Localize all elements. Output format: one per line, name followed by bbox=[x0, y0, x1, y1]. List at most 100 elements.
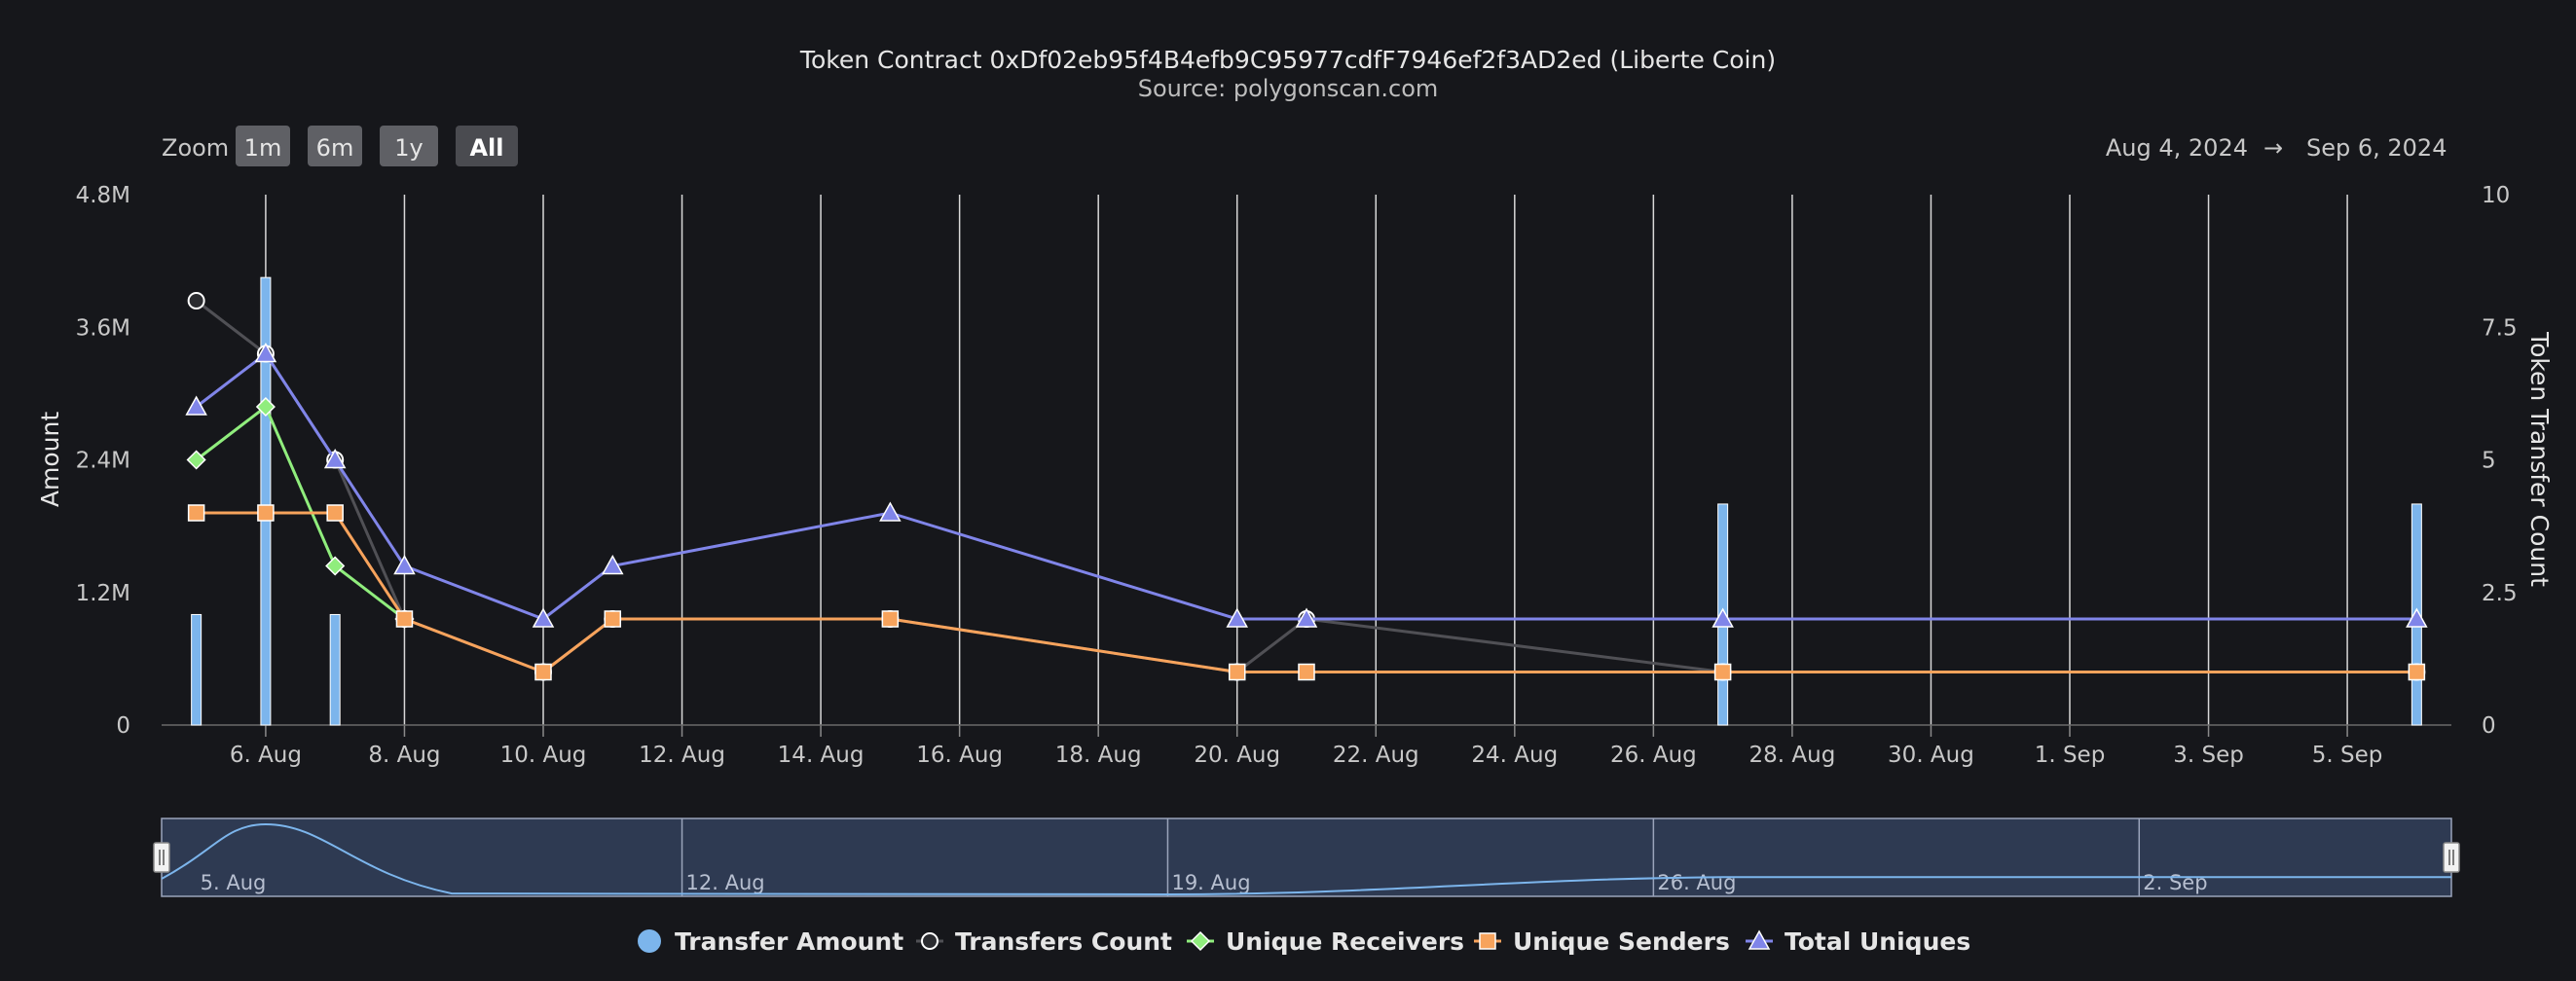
zoom-button-all[interactable]: All bbox=[456, 126, 518, 166]
y-left-tick-label: 0 bbox=[116, 713, 130, 739]
point-unique-receivers[interactable] bbox=[255, 396, 276, 418]
navigator-tick-label: 12. Aug bbox=[686, 871, 765, 894]
navigator-tick-label: 2. Sep bbox=[2143, 871, 2207, 894]
grid-layer bbox=[265, 195, 2348, 725]
legend-label[interactable]: Transfer Amount bbox=[675, 927, 903, 956]
point-unique-senders[interactable] bbox=[395, 610, 414, 628]
legend-label[interactable]: Unique Senders bbox=[1513, 927, 1730, 956]
range-from: Aug 4, 2024 bbox=[2106, 134, 2248, 162]
bar-transfer-amount[interactable] bbox=[191, 613, 202, 726]
y-right-tick-label: 2.5 bbox=[2482, 581, 2518, 606]
navigator-handle-right[interactable] bbox=[2443, 842, 2460, 873]
point-total-uniques[interactable] bbox=[254, 342, 277, 363]
range-to: Sep 6, 2024 bbox=[2306, 134, 2447, 162]
point-unique-senders[interactable] bbox=[1298, 663, 1315, 681]
point-unique-senders[interactable] bbox=[1228, 663, 1246, 681]
navigator-series-line bbox=[161, 822, 2451, 896]
bar-transfer-amount[interactable] bbox=[260, 276, 272, 726]
legend-label[interactable]: Total Uniques bbox=[1785, 927, 1970, 956]
point-total-uniques[interactable] bbox=[601, 554, 624, 575]
x-tick-label: 16. Aug bbox=[916, 743, 1003, 768]
point-total-uniques[interactable] bbox=[185, 395, 207, 416]
point-unique-senders[interactable] bbox=[257, 504, 275, 522]
zoom-label: Zoom bbox=[162, 134, 229, 162]
navigator[interactable]: 5. Aug 12. Aug 19. Aug 26. Aug 2. Sep bbox=[153, 818, 2460, 897]
x-tick-label: 1. Sep bbox=[2035, 743, 2106, 768]
point-total-uniques[interactable] bbox=[1295, 607, 1318, 628]
chart-title: Token Contract 0xDf02eb95f4B4efb9C95977c… bbox=[799, 46, 1776, 74]
point-unique-receivers[interactable] bbox=[325, 556, 346, 576]
point-unique-receivers[interactable] bbox=[186, 450, 206, 470]
zoom-button-label[interactable]: 1y bbox=[394, 134, 423, 162]
handle-grip[interactable] bbox=[153, 842, 170, 873]
zoom-button-bg[interactable] bbox=[456, 126, 518, 166]
legend: Transfer Amount Transfers Count Unique Rec… bbox=[638, 927, 1970, 956]
series-layer bbox=[185, 276, 2428, 726]
point-total-uniques[interactable] bbox=[879, 501, 902, 522]
legend-label[interactable]: Transfers Count bbox=[955, 927, 1172, 956]
point-unique-senders[interactable] bbox=[881, 610, 900, 628]
point-total-uniques[interactable] bbox=[393, 554, 416, 575]
zoom-button-6m[interactable]: 6m bbox=[308, 126, 362, 166]
x-tick-label: 20. Aug bbox=[1194, 743, 1280, 768]
y-left-tick-label: 3.6M bbox=[76, 315, 130, 341]
point-unique-senders[interactable] bbox=[1713, 663, 1732, 681]
zoom-button-label[interactable]: All bbox=[469, 134, 503, 162]
navigator-tick-label: 26. Aug bbox=[1657, 871, 1736, 894]
x-tick-label: 10. Aug bbox=[500, 743, 587, 768]
zoom-button-1y[interactable]: 1y bbox=[380, 126, 438, 166]
y-left-tick-label: 2.4M bbox=[76, 449, 130, 474]
zoom-button-bg[interactable] bbox=[236, 126, 290, 166]
series-transfer-amount bbox=[191, 276, 2422, 726]
zoom-button-label[interactable]: 1m bbox=[244, 134, 282, 162]
point-transfers-count[interactable] bbox=[187, 292, 205, 309]
bar-transfer-amount[interactable] bbox=[329, 613, 341, 726]
legend-symbol[interactable] bbox=[1190, 930, 1211, 952]
point-unique-senders[interactable] bbox=[2408, 663, 2426, 681]
legend-label[interactable]: Unique Receivers bbox=[1226, 927, 1464, 956]
x-tick-label: 28. Aug bbox=[1749, 743, 1836, 768]
point-unique-senders[interactable] bbox=[534, 663, 552, 681]
navigator-tick-label: 19. Aug bbox=[1171, 871, 1250, 894]
legend-item-unique-receivers[interactable]: Unique Receivers bbox=[1187, 927, 1464, 956]
point-total-uniques[interactable] bbox=[1226, 607, 1249, 628]
legend-symbol[interactable] bbox=[638, 929, 661, 953]
legend-item-total-uniques[interactable]: Total Uniques bbox=[1746, 927, 1970, 956]
zoom-button-bg[interactable] bbox=[308, 126, 362, 166]
x-tick-label: 3. Sep bbox=[2173, 743, 2244, 768]
x-tick-label: 26. Aug bbox=[1610, 743, 1697, 768]
navigator-handle-left[interactable] bbox=[153, 842, 170, 873]
axis-layer: 6. Aug 8. Aug 10. Aug 12. Aug 14. Aug 16. Aug… bbox=[76, 183, 2518, 768]
x-tick-label: 12. Aug bbox=[639, 743, 725, 768]
zoom-button-1m[interactable]: 1m bbox=[236, 126, 290, 166]
line-unique-receivers bbox=[195, 405, 406, 621]
handle-grip[interactable] bbox=[2443, 842, 2460, 873]
point-unique-senders[interactable] bbox=[326, 504, 344, 522]
x-tick-label: 30. Aug bbox=[1888, 743, 1974, 768]
point-total-uniques[interactable] bbox=[532, 607, 555, 628]
point-total-uniques[interactable] bbox=[2406, 607, 2428, 628]
y-right-tick-label: 10 bbox=[2482, 183, 2510, 208]
zoom-button-label[interactable]: 6m bbox=[316, 134, 354, 162]
point-unique-senders[interactable] bbox=[187, 504, 205, 522]
zoom-buttons: 1m 6m 1y All bbox=[236, 126, 518, 166]
point-total-uniques[interactable] bbox=[1711, 607, 1734, 628]
navigator-window[interactable] bbox=[161, 818, 2452, 897]
legend-item-transfer-amount[interactable]: Transfer Amount bbox=[638, 927, 903, 956]
legend-symbol[interactable] bbox=[921, 932, 938, 950]
x-tick-label: 6. Aug bbox=[230, 743, 302, 768]
legend-item-unique-senders[interactable]: Unique Senders bbox=[1474, 927, 1730, 956]
line-total-uniques bbox=[195, 352, 2417, 621]
zoom-button-bg[interactable] bbox=[380, 126, 438, 166]
y-right-tick-label: 5 bbox=[2482, 449, 2496, 474]
legend-symbol[interactable] bbox=[1748, 929, 1771, 950]
point-total-uniques[interactable] bbox=[323, 448, 347, 469]
legend-symbol[interactable] bbox=[1479, 932, 1496, 950]
point-unique-senders[interactable] bbox=[604, 610, 622, 628]
series-unique-senders bbox=[187, 504, 2426, 681]
y-left-axis-title: Amount bbox=[36, 412, 64, 507]
x-tick-label: 8. Aug bbox=[368, 743, 440, 768]
legend-item-transfers-count[interactable]: Transfers Count bbox=[916, 927, 1172, 956]
